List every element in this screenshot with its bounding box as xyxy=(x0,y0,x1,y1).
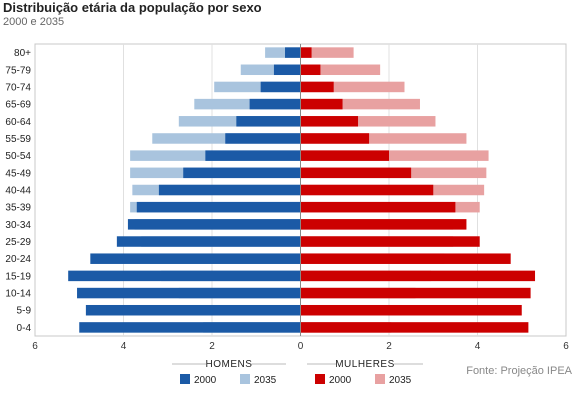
bar-mulheres-2000-0 xyxy=(300,47,312,58)
category-label: 5-9 xyxy=(17,306,32,317)
bar-mulheres-2035-0 xyxy=(300,47,354,58)
category-label: 20-24 xyxy=(5,254,31,265)
legend-label: 2000 xyxy=(329,375,352,386)
bar-mulheres-2035-5 xyxy=(300,133,467,144)
bar-mulheres-2000-11 xyxy=(300,236,480,247)
category-label: 30-34 xyxy=(5,220,31,231)
category-label: 10-14 xyxy=(5,289,31,300)
bar-homens-2000-12 xyxy=(90,253,301,264)
category-label: 25-29 xyxy=(5,237,31,248)
bar-homens-2035-3 xyxy=(194,98,301,110)
bar-homens-2000-1 xyxy=(273,64,301,76)
bar-homens-2035-2 xyxy=(214,81,301,93)
bar-homens-2000-6 xyxy=(205,150,301,161)
category-label: 40-44 xyxy=(5,186,31,197)
legend-swatch-2000 xyxy=(315,374,325,384)
legend-swatch-2000 xyxy=(180,374,190,384)
bar-homens-2000-3 xyxy=(249,98,301,110)
bar-mulheres-2000-10 xyxy=(300,219,467,230)
bar-mulheres-2000-15 xyxy=(300,304,522,316)
category-label: 45-49 xyxy=(5,168,31,179)
category-label: 75-79 xyxy=(5,65,31,76)
bar-mulheres-2000-14 xyxy=(300,287,531,299)
category-label: 65-69 xyxy=(5,100,31,111)
bar-mulheres-2000-3 xyxy=(300,98,343,110)
bar-homens-2000-7 xyxy=(183,167,301,179)
bar-mulheres-2000-8 xyxy=(300,184,434,196)
legend-group-label: HOMENS xyxy=(206,359,253,370)
legend-swatch-2035 xyxy=(240,374,250,384)
bar-homens-2000-13 xyxy=(68,270,301,282)
bar-mulheres-2000-5 xyxy=(300,133,370,144)
bar-homens-2000-4 xyxy=(236,116,301,127)
category-label: 55-59 xyxy=(5,134,31,145)
source-note: Fonte: Projeção IPEA xyxy=(466,365,572,377)
bar-homens-2000-0 xyxy=(285,47,301,58)
bar-mulheres-2000-16 xyxy=(300,322,529,333)
legend-label: 2000 xyxy=(194,375,217,386)
bar-mulheres-2000-7 xyxy=(300,167,412,179)
bar-homens-2000-10 xyxy=(127,219,301,230)
bar-mulheres-2000-12 xyxy=(300,253,511,264)
bar-homens-2000-16 xyxy=(79,322,301,333)
bar-homens-2035-0 xyxy=(265,47,301,58)
x-tick-label: 6 xyxy=(32,341,38,352)
bar-homens-2000-11 xyxy=(116,236,301,247)
bar-homens-2035-1 xyxy=(240,64,301,76)
bar-homens-2000-2 xyxy=(260,81,301,93)
x-tick-label: 2 xyxy=(386,341,392,352)
bar-homens-2000-8 xyxy=(158,184,301,196)
category-label: 35-39 xyxy=(5,203,31,214)
category-label: 0-4 xyxy=(17,323,32,334)
bar-homens-2000-9 xyxy=(136,201,301,213)
category-label: 60-64 xyxy=(5,117,31,128)
bar-homens-2000-14 xyxy=(77,287,301,299)
category-label: 50-54 xyxy=(5,151,31,162)
legend-label: 2035 xyxy=(254,375,277,386)
x-tick-label: 4 xyxy=(475,341,481,352)
x-tick-label: 2 xyxy=(209,341,215,352)
chart-subtitle: 2000 e 2035 xyxy=(3,16,65,28)
x-tick-label: 4 xyxy=(121,341,127,352)
bar-mulheres-2000-6 xyxy=(300,150,389,161)
legend-group-label: MULHERES xyxy=(335,359,395,370)
legend-swatch-2035 xyxy=(375,374,385,384)
category-label: 80+ xyxy=(14,48,31,59)
bar-mulheres-2000-9 xyxy=(300,201,456,213)
x-tick-label: 0 xyxy=(298,341,304,352)
bar-mulheres-2035-6 xyxy=(300,150,489,161)
bar-mulheres-2000-4 xyxy=(300,116,359,127)
bar-mulheres-2000-1 xyxy=(300,64,321,76)
chart-title: Distribuição etária da população por sex… xyxy=(3,0,262,15)
bar-mulheres-2000-13 xyxy=(300,270,536,282)
bar-homens-2000-15 xyxy=(85,304,301,316)
bar-homens-2000-5 xyxy=(225,133,301,144)
x-tick-label: 6 xyxy=(563,341,569,352)
bar-mulheres-2035-2 xyxy=(300,81,405,93)
legend-label: 2035 xyxy=(389,375,412,386)
bar-mulheres-2035-3 xyxy=(300,98,420,110)
bar-mulheres-2035-1 xyxy=(300,64,381,76)
category-label: 15-19 xyxy=(5,271,31,282)
bar-mulheres-2000-2 xyxy=(300,81,334,93)
category-label: 70-74 xyxy=(5,82,31,93)
bar-mulheres-2035-4 xyxy=(300,116,436,127)
